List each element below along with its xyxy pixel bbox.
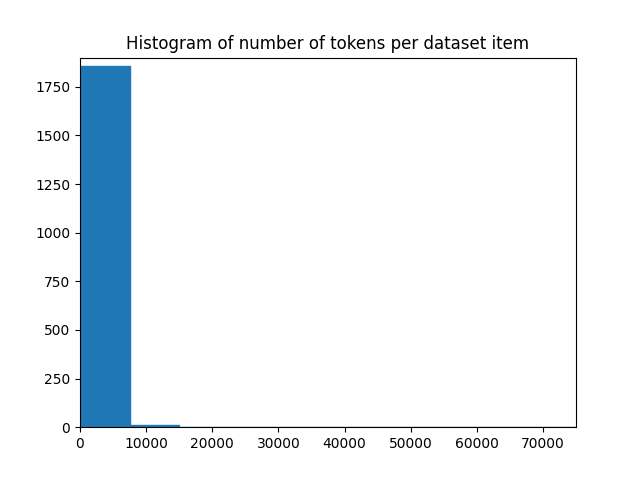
Bar	[129, 425, 179, 427]
Title: Histogram of number of tokens per dataset item: Histogram of number of tokens per datase…	[127, 35, 529, 53]
Bar	[80, 66, 129, 427]
